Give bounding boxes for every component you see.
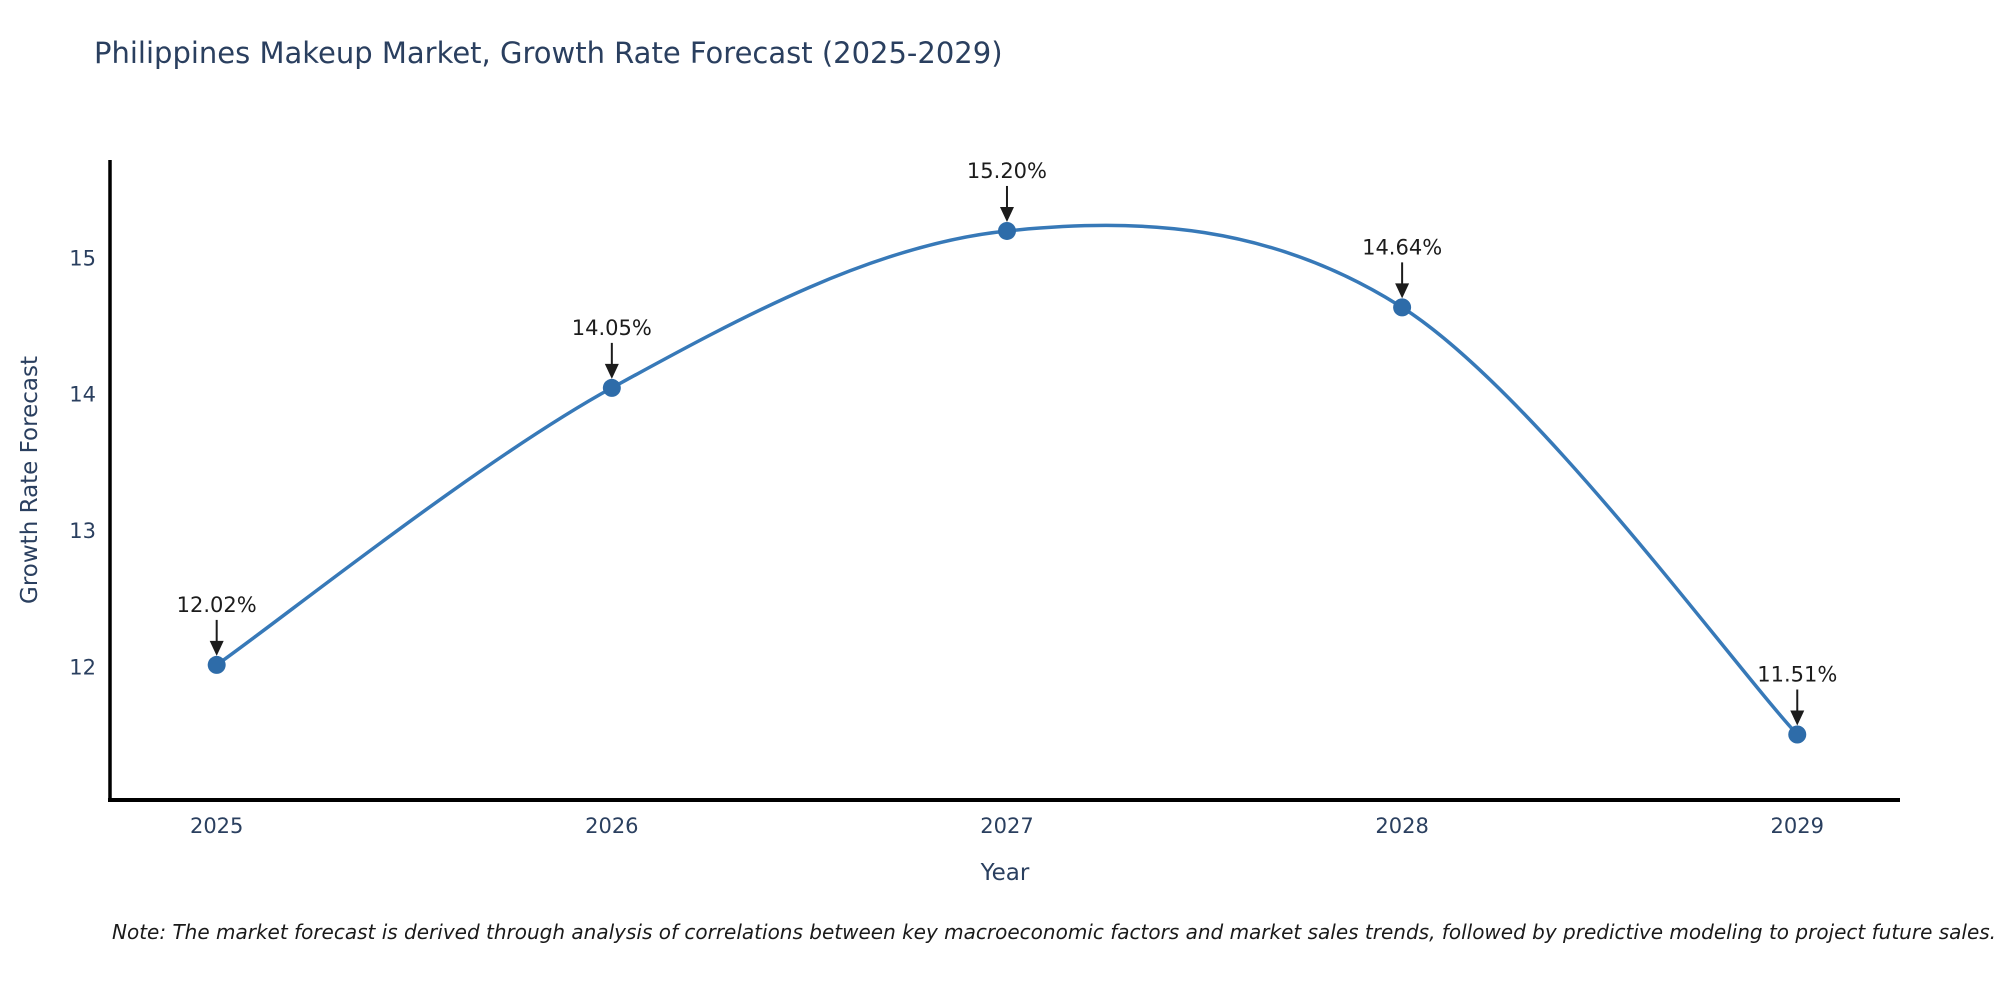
data-point-marker xyxy=(207,655,226,674)
y-tick-label: 14 xyxy=(69,383,96,407)
data-point-marker xyxy=(1393,298,1412,317)
point-annotation-label: 15.20% xyxy=(967,159,1047,183)
footnote: Note: The market forecast is derived thr… xyxy=(112,920,1997,944)
forecast-line xyxy=(214,223,1800,737)
point-annotation-label: 14.64% xyxy=(1362,235,1442,259)
x-axis-title: Year xyxy=(980,860,1030,886)
annotation-arrowhead-icon xyxy=(999,206,1014,222)
x-tick-label: 2028 xyxy=(1375,814,1428,838)
point-annotation-label: 11.51% xyxy=(1757,662,1837,686)
x-tick-label: 2026 xyxy=(585,814,638,838)
data-point-marker xyxy=(602,378,621,397)
annotation-arrowhead-icon xyxy=(604,363,619,379)
chart-title: Philippines Makeup Market, Growth Rate F… xyxy=(94,36,1003,70)
data-point-marker xyxy=(1788,725,1807,744)
annotation-arrowhead-icon xyxy=(209,640,224,656)
annotation-arrowhead-icon xyxy=(1790,710,1805,726)
y-tick-label: 13 xyxy=(69,519,96,543)
point-annotation-label: 12.02% xyxy=(177,593,257,617)
y-tick-label: 12 xyxy=(69,656,96,680)
x-tick-label: 2027 xyxy=(980,814,1033,838)
point-annotation-label: 14.05% xyxy=(572,316,652,340)
annotation-arrowhead-icon xyxy=(1395,283,1410,299)
y-axis-title: Growth Rate Forecast xyxy=(17,356,43,604)
x-tick-label: 2029 xyxy=(1771,814,1824,838)
data-point-marker xyxy=(997,221,1016,240)
y-tick-label: 15 xyxy=(69,246,96,270)
x-tick-label: 2025 xyxy=(190,814,243,838)
